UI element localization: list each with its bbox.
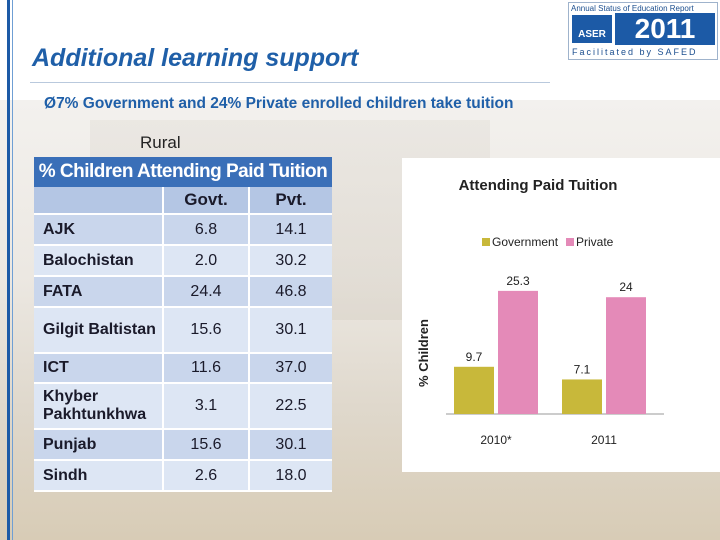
govt-cell: 2.6 [162, 461, 248, 490]
table-row: Gilgit Baltistan 15.6 30.1 [34, 308, 332, 354]
govt-cell: 3.1 [162, 384, 248, 428]
table-row: Punjab 15.6 30.1 [34, 430, 332, 461]
section-label-rural: Rural [140, 133, 181, 152]
bullet-arrow-icon: Ø [44, 95, 57, 112]
govt-cell: 24.4 [162, 277, 248, 306]
data-label-private-2010*: 25.3 [506, 274, 530, 288]
data-label-government-2010*: 9.7 [466, 350, 483, 364]
region-cell: ICT [43, 359, 69, 376]
title-divider [30, 82, 550, 83]
chart-panel [402, 158, 720, 472]
chart-title: Attending Paid Tuition [459, 177, 618, 194]
table-title: % Children Attending Paid Tuition [34, 157, 332, 187]
column-header-region [34, 187, 162, 213]
pvt-cell: 30.1 [248, 308, 332, 352]
region-cell: Sindh [43, 466, 88, 484]
table-row: Khyber Pakhtunkhwa 3.1 22.5 [34, 384, 332, 430]
region-cell: Khyber Pakhtunkhwa [43, 388, 147, 423]
region-cell: FATA [43, 282, 83, 300]
region-cell: Punjab [43, 435, 97, 453]
table-row: AJK 6.8 14.1 [34, 215, 332, 246]
pvt-cell: 46.8 [248, 277, 332, 306]
pvt-cell: 37.0 [248, 354, 332, 382]
govt-cell: 11.6 [162, 354, 248, 382]
region-cell: Balochistan [43, 251, 134, 269]
summary-bullet: Ø7% Government and 24% Private enrolled … [44, 95, 513, 113]
logo-report-name: Annual Status of Education Report [571, 4, 694, 13]
column-header-govt: Govt. [162, 187, 248, 213]
tuition-table: Govt. Pvt. AJK 6.8 14.1 Balochistan 2.0 … [34, 187, 332, 492]
legend-swatch-private [566, 238, 574, 246]
bullet-text: 7% Government and 24% Private enrolled c… [56, 95, 514, 112]
aser-logo: Annual Status of Education Report ASER 2… [568, 2, 718, 60]
logo-aser-text: ASER [578, 29, 606, 40]
table-header-row: Govt. Pvt. [34, 187, 332, 215]
table-row: Sindh 2.6 18.0 [34, 461, 332, 492]
logo-year: 2011 [615, 13, 715, 45]
table-row: ICT 11.6 37.0 [34, 354, 332, 384]
bar-private-2010* [498, 290, 538, 414]
legend-label-government: Government [492, 235, 559, 249]
bar-private-2011 [606, 297, 646, 414]
tuition-bar-chart: Attending Paid Tuition Government Private%… [416, 177, 664, 447]
pvt-cell: 22.5 [248, 384, 332, 428]
bar-government-2011 [562, 379, 602, 414]
region-cell: Gilgit Baltistan [43, 321, 156, 338]
govt-cell: 6.8 [162, 215, 248, 244]
region-cell: AJK [43, 220, 76, 238]
table-row: FATA 24.4 46.8 [34, 277, 332, 308]
legend-label-private: Private [576, 235, 614, 249]
data-label-private-2011: 24 [619, 280, 633, 294]
column-header-pvt: Pvt. [248, 187, 332, 213]
slide-title: Additional learning support [32, 44, 359, 72]
y-axis-label: % Children [416, 319, 431, 387]
pvt-cell: 30.2 [248, 246, 332, 275]
legend-swatch-government [482, 238, 490, 246]
table-row: Balochistan 2.0 30.2 [34, 246, 332, 277]
pvt-cell: 14.1 [248, 215, 332, 244]
x-tick-label-2011: 2011 [591, 433, 617, 447]
govt-cell: 15.6 [162, 308, 248, 352]
govt-cell: 2.0 [162, 246, 248, 275]
left-accent-line [12, 0, 13, 540]
pvt-cell: 18.0 [248, 461, 332, 490]
bar-government-2010* [454, 366, 494, 414]
data-label-government-2011: 7.1 [574, 362, 591, 376]
pvt-cell: 30.1 [248, 430, 332, 459]
x-tick-label-2010*: 2010* [480, 433, 512, 447]
left-accent-bar [7, 0, 10, 540]
govt-cell: 15.6 [162, 430, 248, 459]
logo-aser-badge: ASER [572, 15, 612, 43]
logo-facilitated: Facilitated by SAFED [572, 47, 698, 57]
